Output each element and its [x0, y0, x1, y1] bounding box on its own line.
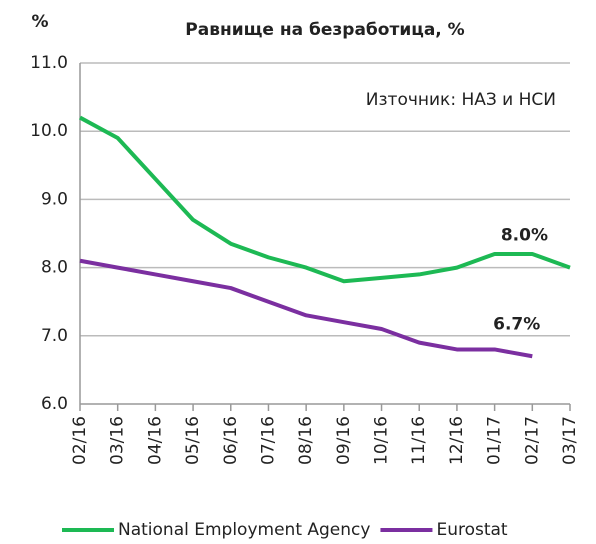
y-tick-label: 6.0	[41, 394, 68, 414]
x-tick-label: 01/17	[485, 416, 505, 465]
data-label: 8.0%	[501, 226, 548, 246]
x-tick-label: 12/16	[447, 416, 467, 465]
legend-label: National Employment Agency	[118, 520, 370, 540]
y-tick-label: 11.0	[30, 53, 68, 73]
y-tick-label: 10.0	[30, 121, 68, 141]
x-tick-label: 09/16	[334, 416, 354, 465]
legend-label: Eurostat	[436, 520, 507, 540]
line	[79, 258, 533, 359]
x-tick-label: 03/17	[560, 416, 580, 465]
x-tick-label: 08/16	[296, 416, 316, 465]
annotation: Източник: НАЗ и НСИ	[366, 90, 556, 110]
data-label: 6.7%	[493, 314, 540, 334]
y-axis-label: %	[31, 12, 48, 32]
x-tick-label: 03/16	[108, 416, 128, 465]
line	[79, 115, 571, 284]
x-tick-label: 02/16	[70, 416, 90, 465]
x-tick-label: 07/16	[258, 416, 278, 465]
x-tick-label: 04/16	[145, 416, 165, 465]
y-tick-label: 8.0	[41, 258, 68, 278]
x-tick-label: 11/16	[409, 416, 429, 465]
x-tick-label: 10/16	[372, 416, 392, 465]
y-tick-label: 7.0	[41, 326, 68, 346]
chart-title: Равнище на безработица, %	[185, 20, 464, 40]
x-tick-label: 05/16	[183, 416, 203, 465]
x-tick-label: 02/17	[522, 416, 542, 465]
y-tick-label: 9.0	[41, 189, 68, 209]
x-tick-label: 06/16	[221, 416, 241, 465]
